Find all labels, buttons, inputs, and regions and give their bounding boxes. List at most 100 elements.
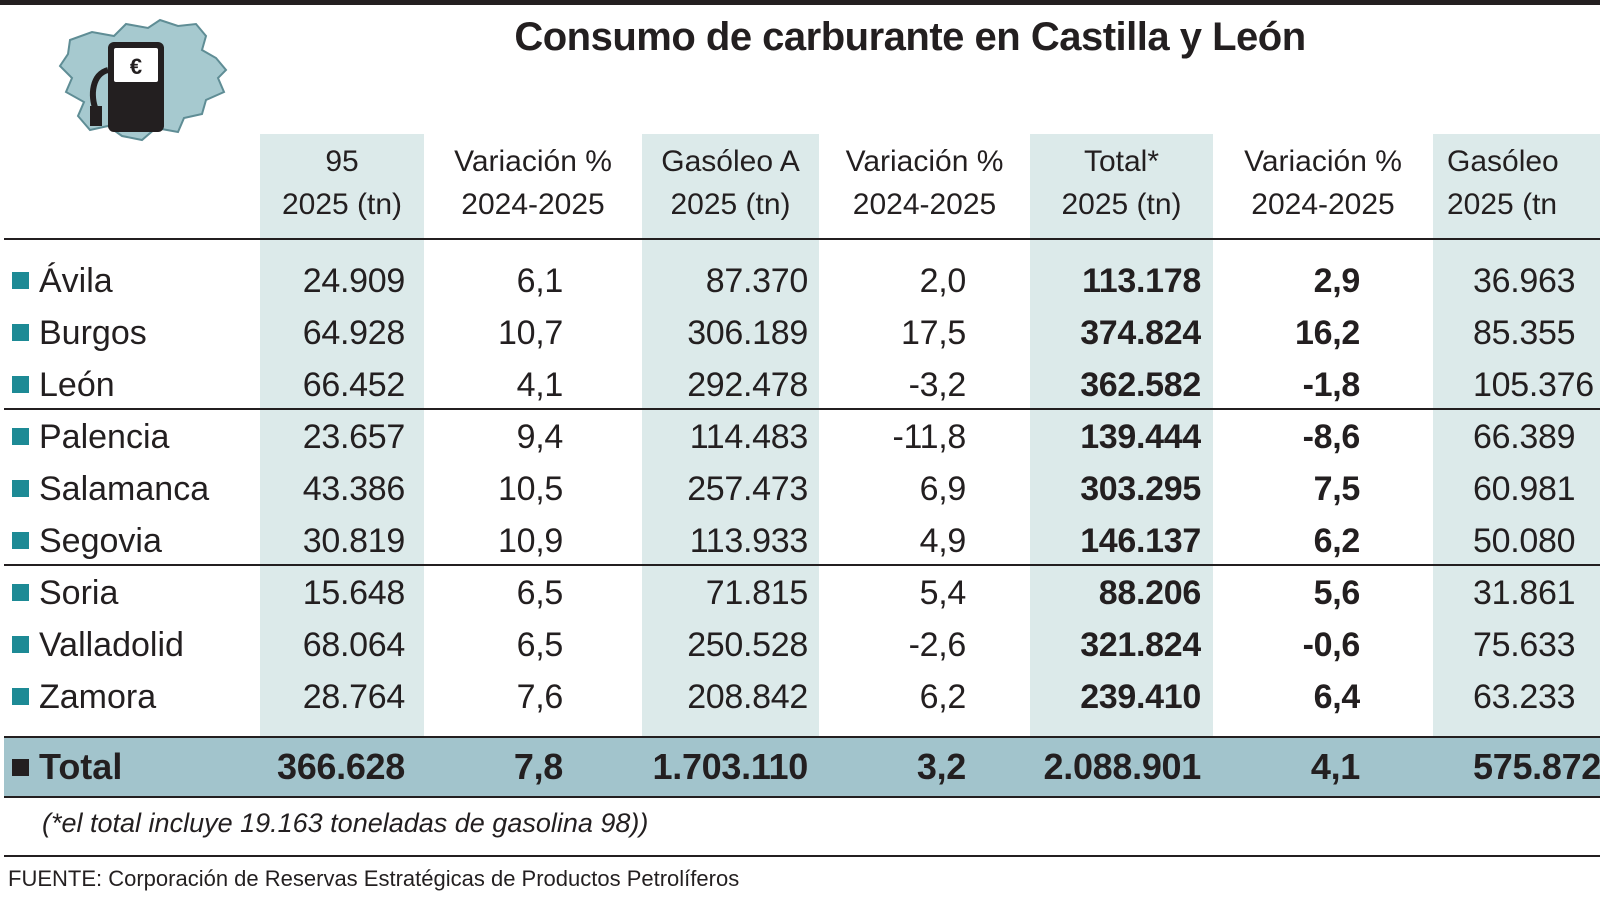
footnote: (*el total incluye 19.163 toneladas de g… [42, 808, 649, 838]
table-cell: 306.189 [687, 314, 808, 352]
table-cell: 10,7 [498, 314, 563, 352]
bullet-icon [12, 272, 29, 289]
column-header-line2: 2024-2025 [461, 188, 605, 221]
column-header-line1: Gasóleo A [661, 145, 800, 178]
table-cell: 36.963 [1473, 262, 1576, 300]
table-cell: 374.824 [1080, 314, 1201, 352]
table-cell: 239.410 [1080, 678, 1201, 716]
column-header-line2: 2024-2025 [1251, 188, 1395, 221]
table-cell: 24.909 [302, 262, 405, 300]
group-rule [4, 408, 1600, 410]
table-cell: 23.657 [302, 418, 405, 456]
table-cell: 139.444 [1080, 418, 1201, 456]
province-name: Salamanca [12, 463, 209, 515]
column-header-line1: Variación % [454, 145, 612, 178]
table-cell: 30.819 [302, 522, 405, 560]
table-cell: 63.233 [1473, 678, 1576, 716]
table-cell: 68.064 [302, 626, 405, 664]
table-cell: 114.483 [689, 418, 808, 456]
table-cell: 17,5 [901, 314, 966, 352]
column-header-line1: Gasóleo [1447, 145, 1559, 178]
province-label: Ávila [39, 262, 113, 300]
table-cell: 257.473 [687, 470, 808, 508]
table-cell: 9,4 [516, 418, 563, 456]
bullet-icon [12, 376, 29, 393]
table-cell: 88.206 [1098, 574, 1201, 612]
table-cell: 146.137 [1080, 522, 1201, 560]
table-cell: 28.764 [302, 678, 405, 716]
table-cell: 16,2 [1295, 314, 1360, 352]
province-label: Zamora [39, 678, 157, 716]
table-cell: 64.928 [302, 314, 405, 352]
column-header: Gasóleo A 2025 (tn) [642, 140, 819, 230]
table-row: Ávila 24.909 6,1 87.370 2,0 113.178 2,9 36.963 [0, 255, 1600, 307]
table-cell: 105.376 [1473, 366, 1594, 404]
table-cell: 321.824 [1080, 626, 1201, 664]
bullet-icon [12, 532, 29, 549]
province-label: Valladolid [39, 626, 184, 664]
table-cell: 366.628 [276, 746, 405, 787]
table-cell: -3,2 [908, 366, 966, 404]
table-cell: 6,5 [516, 626, 563, 664]
province-name: Palencia [12, 411, 169, 463]
bullet-icon [12, 480, 29, 497]
table-cell: -2,6 [908, 626, 966, 664]
page-title: Consumo de carburante en Castilla y León [514, 15, 1306, 59]
table-cell: 303.295 [1080, 470, 1201, 508]
table-cell: 575.872 [1473, 746, 1600, 787]
table-cell: 71.815 [705, 574, 808, 612]
table-cell: 5,6 [1313, 574, 1360, 612]
table-cell: 43.386 [302, 470, 405, 508]
table-cell: 60.981 [1473, 470, 1576, 508]
column-header-line2: 2025 (tn [1447, 188, 1558, 221]
table-row: Valladolid 68.064 6,5 250.528 -2,6 321.824 -0,… [0, 619, 1600, 671]
table-cell: 292.478 [687, 366, 808, 404]
table-cell: 75.633 [1473, 626, 1576, 664]
table-cell: 6,4 [1313, 678, 1360, 716]
total-label: Total [12, 741, 122, 793]
total-text: Total [39, 746, 123, 787]
bullet-icon [12, 324, 29, 341]
table-cell: 5,4 [919, 574, 966, 612]
table-cell: 1.703.110 [652, 746, 808, 787]
column-header: Gasóleo 2025 (tn [1433, 140, 1600, 230]
table-cell: 4,1 [516, 366, 563, 404]
column-header: Variación % 2024-2025 [1213, 140, 1433, 230]
table-cell: 2.088.901 [1043, 746, 1201, 787]
column-shade [1030, 134, 1213, 736]
province-name: Valladolid [12, 619, 184, 671]
column-header-line1: Total* [1083, 145, 1160, 178]
table-cell: 66.389 [1473, 418, 1576, 456]
column-header: 95 2025 (tn) [260, 140, 424, 230]
province-label: Segovia [39, 522, 162, 560]
table-row: León 66.452 4,1 292.478 -3,2 362.582 -1,8 105.3… [0, 359, 1600, 411]
table-cell: 6,2 [919, 678, 966, 716]
table-cell: 6,5 [516, 574, 563, 612]
table-cell: 85.355 [1473, 314, 1576, 352]
bullet-icon [12, 636, 29, 653]
table-cell: 113.178 [1082, 262, 1201, 300]
column-header-line2: 2024-2025 [852, 188, 997, 221]
table-cell: 362.582 [1080, 366, 1201, 404]
table-row: Burgos 64.928 10,7 306.189 17,5 374.824 16,2 85… [0, 307, 1600, 359]
column-shade [642, 134, 819, 736]
table-cell: -8,6 [1302, 418, 1360, 456]
table-cell: 4,1 [1310, 746, 1360, 787]
table-cell: 7,8 [513, 746, 563, 787]
column-header: Variación % 2024-2025 [424, 140, 642, 230]
total-row: Total 366.628 7,8 1.703.110 3,2 2.088.901 4,1 5… [4, 736, 1600, 798]
province-name: Soria [12, 567, 118, 619]
bullet-icon [12, 759, 29, 776]
province-name: Burgos [12, 307, 147, 359]
table-cell: 250.528 [687, 626, 808, 664]
table-row: Segovia 30.819 10,9 113.933 4,9 146.137 6,2 50.… [0, 515, 1600, 567]
column-header-line1: Variación % [1244, 145, 1402, 178]
table-cell: 50.080 [1473, 522, 1576, 560]
header-rule [4, 238, 1600, 240]
table-cell: 6,1 [516, 262, 563, 300]
column-header-line1: Variación % [845, 145, 1004, 178]
table-cell: 113.933 [689, 522, 808, 560]
table-row: Soria 15.648 6,5 71.815 5,4 88.206 5,6 31.861 [0, 567, 1600, 619]
table-cell: 87.370 [705, 262, 808, 300]
province-name: Ávila [12, 255, 113, 307]
